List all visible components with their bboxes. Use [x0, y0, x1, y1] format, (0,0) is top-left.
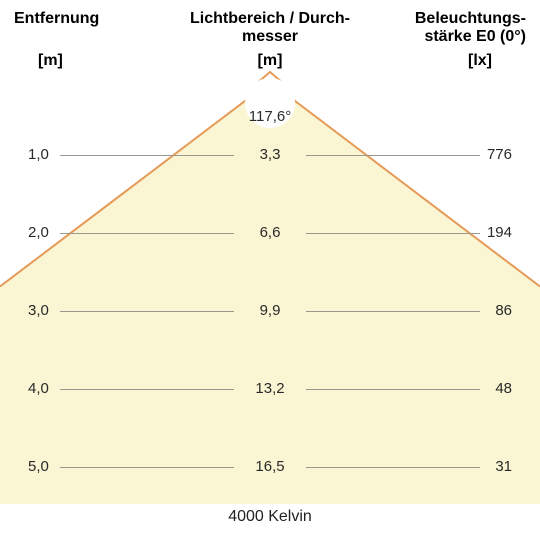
illuminance-value: 194: [487, 224, 512, 241]
distance-value: 4,0: [28, 380, 49, 397]
unit-distance: [m]: [38, 52, 63, 70]
distance-value: 5,0: [28, 458, 49, 475]
unit-illuminance: [lx]: [468, 52, 492, 70]
beam-angle: 117,6°: [249, 108, 291, 125]
diameter-value: 9,9: [260, 302, 281, 319]
unit-diameter: [m]: [258, 52, 283, 70]
illuminance-value: 48: [495, 380, 512, 397]
data-row: 2,0 6,6 194: [0, 224, 540, 246]
diameter-value: 6,6: [260, 224, 281, 241]
diameter-value: 3,3: [260, 146, 281, 163]
header-distance: Entfernung: [14, 10, 124, 28]
diameter-value: 16,5: [255, 458, 284, 475]
data-row: 5,0 16,5 31: [0, 458, 540, 480]
illuminance-value: 86: [495, 302, 512, 319]
distance-value: 2,0: [28, 224, 49, 241]
header-illuminance: Beleuchtungs-stärke E0 (0°): [376, 10, 526, 46]
illuminance-value: 31: [495, 458, 512, 475]
data-row: 4,0 13,2 48: [0, 380, 540, 402]
diameter-value: 13,2: [255, 380, 284, 397]
data-row: 3,0 9,9 86: [0, 302, 540, 324]
color-temperature: 4000 Kelvin: [228, 508, 312, 526]
data-row: 1,0 3,3 776: [0, 146, 540, 168]
header-diameter: Lichtbereich / Durch-messer: [170, 10, 370, 46]
illuminance-value: 776: [487, 146, 512, 163]
distance-value: 1,0: [28, 146, 49, 163]
distance-value: 3,0: [28, 302, 49, 319]
